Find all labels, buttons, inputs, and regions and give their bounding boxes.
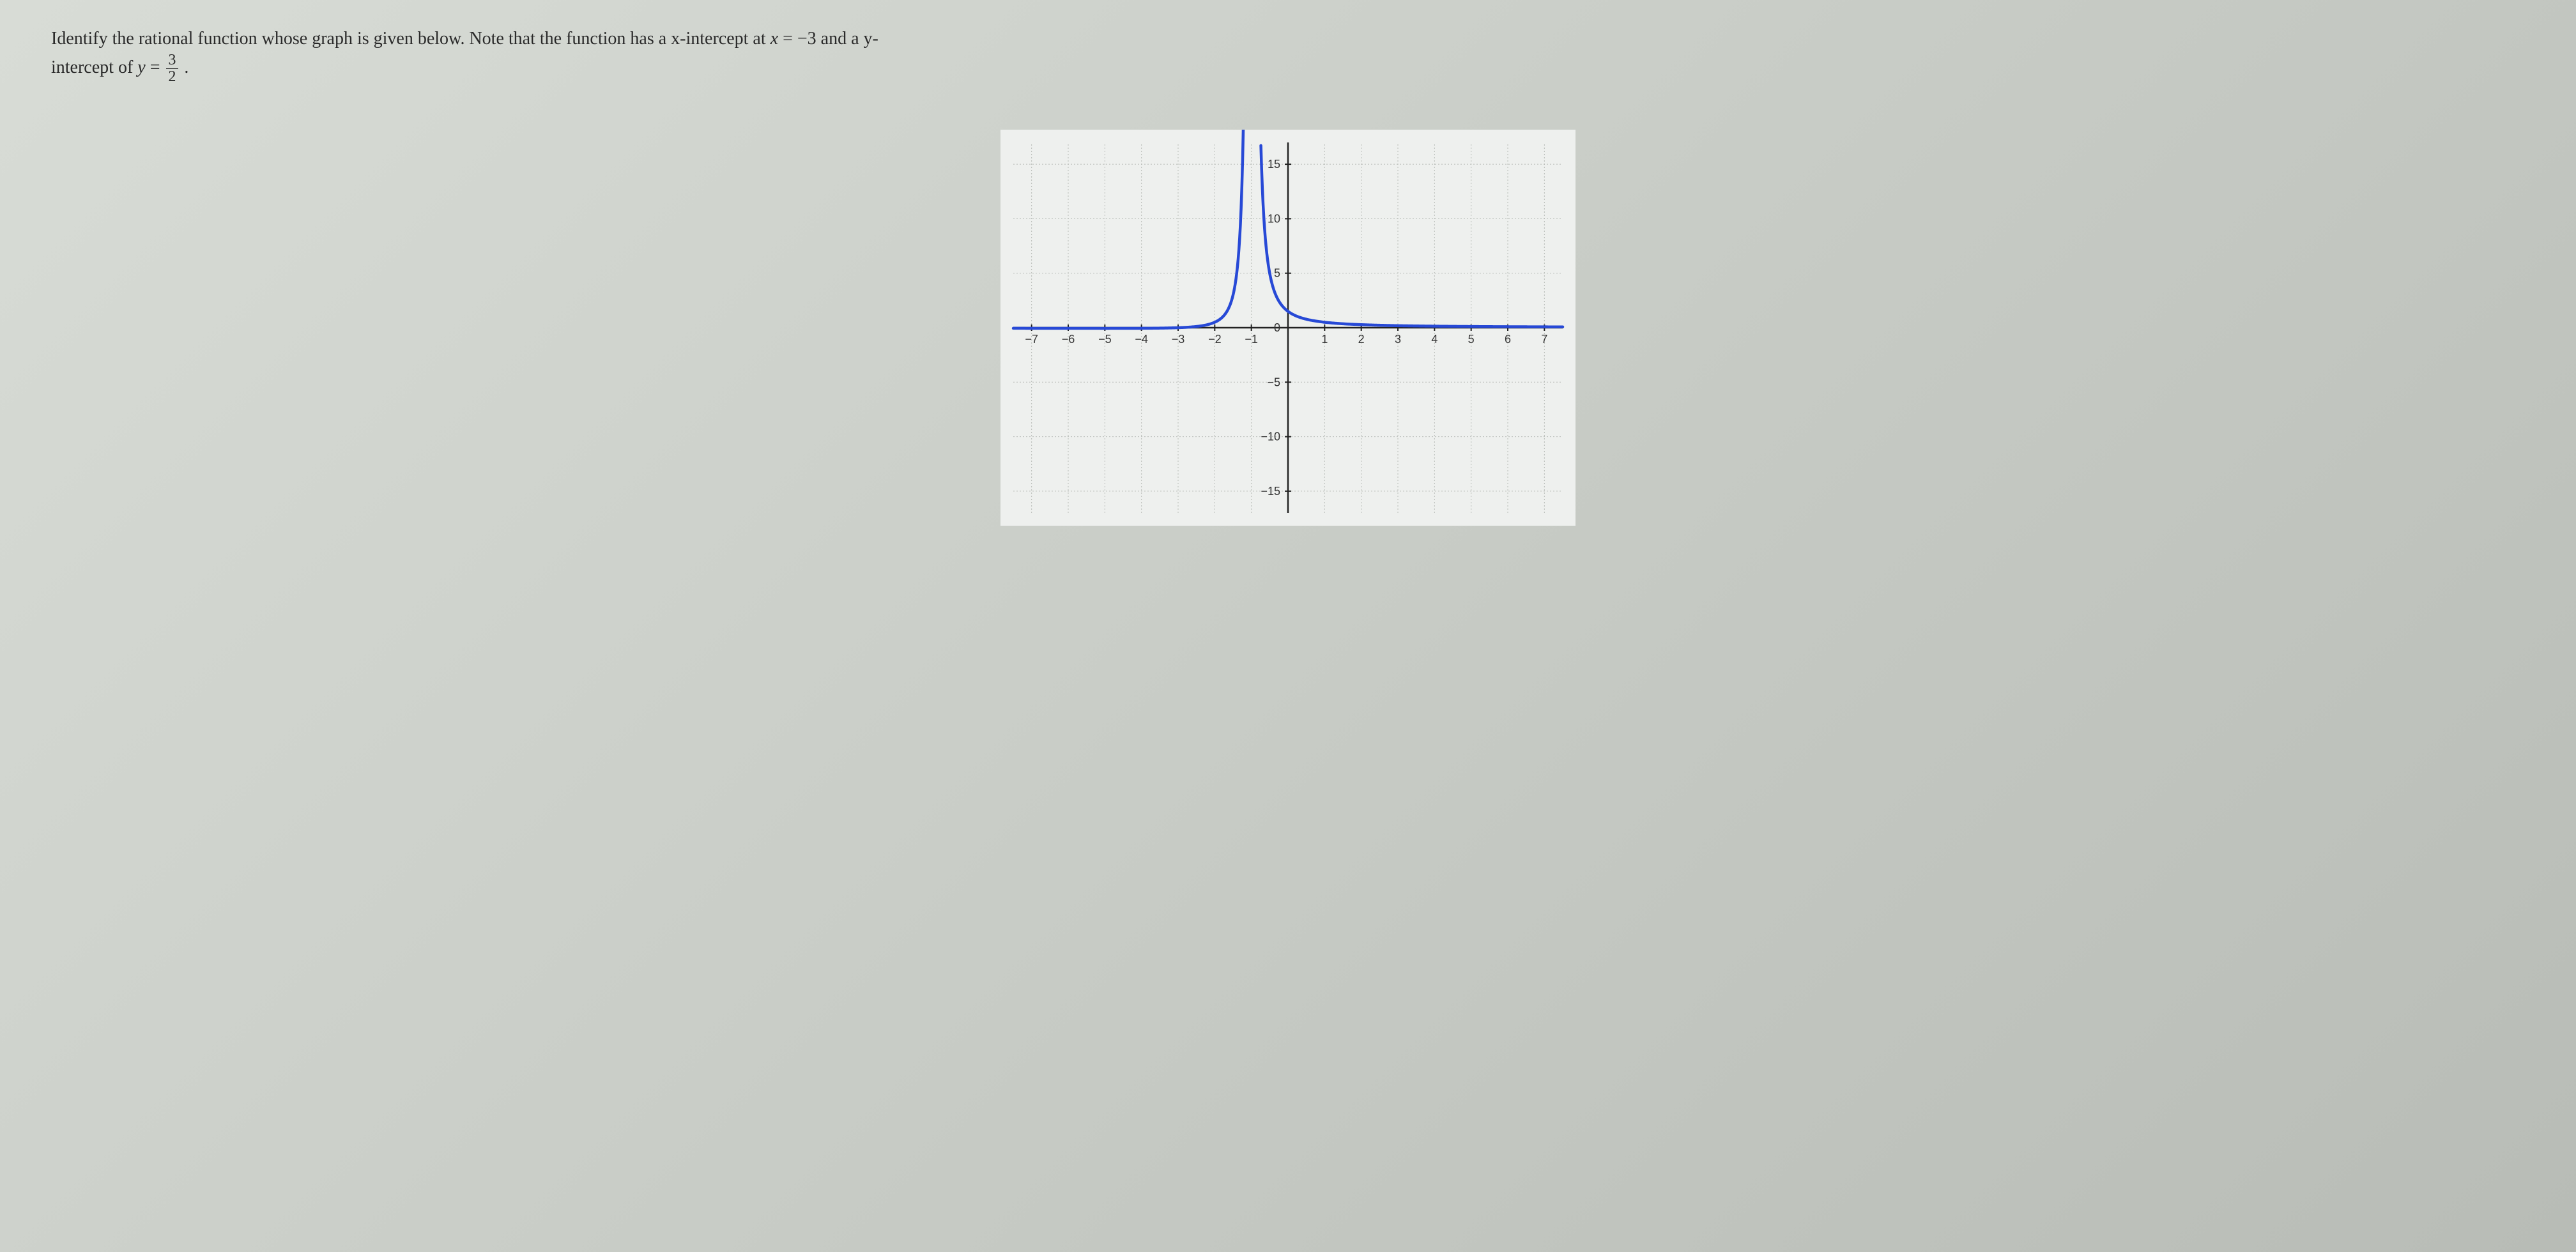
x-tick-label: 3 — [1395, 333, 1401, 346]
y-var: y — [137, 57, 145, 77]
q-line2-pre: intercept of — [51, 57, 137, 77]
page-root: Identify the rational function whose gra… — [0, 0, 2576, 551]
x-tick-label: −4 — [1135, 333, 1148, 346]
y-tick-label: 5 — [1274, 267, 1280, 280]
y-tick-label: 15 — [1268, 158, 1280, 171]
x-tick-label: −1 — [1245, 333, 1258, 346]
x-tick-label: −2 — [1208, 333, 1222, 346]
x-tick-label: −5 — [1098, 333, 1112, 346]
y-tick-label: −15 — [1261, 485, 1280, 498]
question-text: Identify the rational function whose gra… — [51, 26, 1073, 85]
x-eq: = — [783, 29, 797, 49]
curve-right-branch — [1261, 146, 1563, 327]
y-frac-num: 3 — [166, 52, 179, 69]
x-var: x — [770, 29, 778, 49]
q-line2-post: . — [184, 57, 188, 77]
y-tick-label: −10 — [1261, 431, 1280, 443]
x-tick-label: 4 — [1431, 333, 1438, 346]
y-frac: 3 2 — [166, 52, 179, 85]
x-tick-label: 5 — [1468, 333, 1475, 346]
function-graph: −7 −6 −5 −4 −3 −2 −1 1 2 3 4 5 6 7 −15 −10 −5 0 5 10 15 — [1000, 130, 1575, 526]
x-val: −3 — [797, 29, 816, 49]
x-tick-label: −6 — [1062, 333, 1075, 346]
q-line1-pre: Identify the rational function whose gra… — [51, 29, 770, 49]
x-tick-label: 2 — [1358, 333, 1365, 346]
x-tick-label: 7 — [1541, 333, 1547, 346]
x-tick-label: −7 — [1025, 333, 1038, 346]
y-eq: = — [150, 57, 165, 77]
y-tick-label: −5 — [1267, 376, 1280, 388]
y-tick-label: 0 — [1274, 321, 1280, 334]
y-tick-label: 10 — [1268, 212, 1280, 225]
q-line1-mid: and a y- — [821, 29, 878, 49]
chart-container: −7 −6 −5 −4 −3 −2 −1 1 2 3 4 5 6 7 −15 −10 −5 0 5 10 15 — [51, 130, 2525, 526]
x-tick-label: −3 — [1172, 333, 1185, 346]
x-tick-label: 6 — [1505, 333, 1511, 346]
x-tick-label: 1 — [1321, 333, 1328, 346]
y-frac-den: 2 — [166, 69, 179, 85]
